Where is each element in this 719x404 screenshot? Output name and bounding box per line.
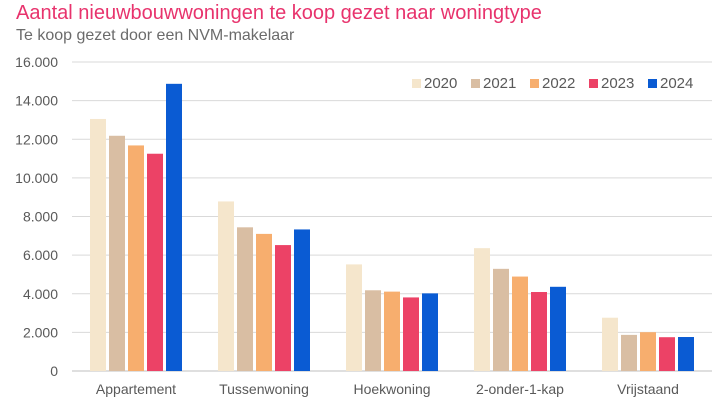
legend-label: 2024 <box>660 75 693 92</box>
bar-2022 <box>256 233 272 371</box>
bar-2020 <box>474 248 490 371</box>
legend-swatch <box>530 79 539 88</box>
bar-2023 <box>147 153 163 371</box>
y-tick-label: 0 <box>50 363 58 379</box>
bar-2024 <box>422 293 438 371</box>
y-tick-label: 6.000 <box>23 247 58 263</box>
bar-2023 <box>275 245 291 371</box>
bar-2020 <box>218 201 234 371</box>
bar-2024 <box>166 83 182 372</box>
x-tick-label: Tussenwoning <box>219 381 309 397</box>
bar-2022 <box>384 291 400 371</box>
bar-2023 <box>531 292 547 371</box>
bar-2022 <box>128 145 144 371</box>
bar-2023 <box>659 337 675 371</box>
bar-2020 <box>602 317 618 371</box>
bar-2021 <box>493 268 509 371</box>
legend-swatch <box>648 79 657 88</box>
bar-2020 <box>90 118 106 371</box>
y-tick-label: 8.000 <box>23 209 58 225</box>
x-tick-label: Vrijstaand <box>617 381 679 397</box>
y-tick-label: 10.000 <box>15 170 58 186</box>
bar-2021 <box>109 135 125 371</box>
bar-2020 <box>346 264 362 371</box>
bar-2022 <box>640 332 656 371</box>
y-tick-label: 2.000 <box>23 324 58 340</box>
legend-label: 2023 <box>601 75 634 92</box>
y-tick-label: 16.000 <box>15 54 58 70</box>
bar-2021 <box>365 290 381 371</box>
y-tick-label: 14.000 <box>15 93 58 109</box>
x-tick-label: Hoekwoning <box>353 381 430 397</box>
chart-title: Aantal nieuwbouwwoningen te koop gezet n… <box>16 2 542 24</box>
y-tick-label: 12.000 <box>15 131 58 147</box>
bar-2021 <box>621 334 637 371</box>
legend-swatch <box>471 79 480 88</box>
bar-2021 <box>237 227 253 371</box>
legend-label: 2020 <box>424 75 457 92</box>
chart-subtitle: Te koop gezet door een NVM-makelaar <box>16 27 295 44</box>
bar-2023 <box>403 297 419 371</box>
bar-2024 <box>550 286 566 371</box>
y-tick-label: 4.000 <box>23 286 58 302</box>
bar-2022 <box>512 276 528 371</box>
bar-2024 <box>294 229 310 371</box>
x-tick-label: Appartement <box>96 381 176 397</box>
bar-2024 <box>678 337 694 371</box>
legend-swatch <box>589 79 598 88</box>
legend-swatch <box>412 79 421 88</box>
legend-label: 2021 <box>483 75 516 92</box>
x-tick-label: 2-onder-1-kap <box>476 381 564 397</box>
legend-label: 2022 <box>542 75 575 92</box>
